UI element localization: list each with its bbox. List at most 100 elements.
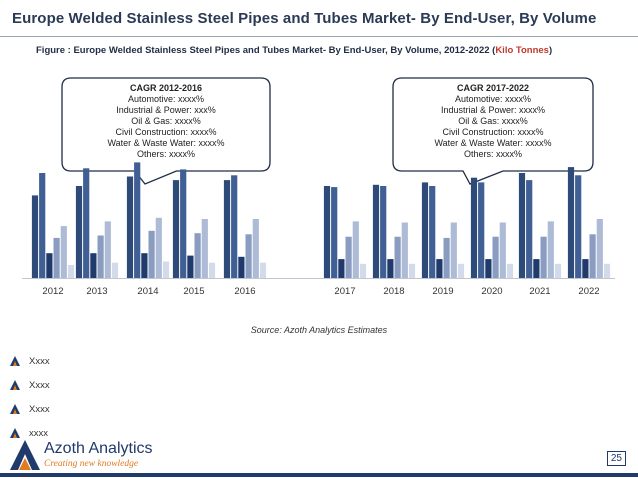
- bar-2022-industrial-power: [575, 175, 582, 278]
- callout-line: Automotive: xxxx%: [454, 94, 532, 104]
- bar-2018-civil-construction: [394, 236, 401, 278]
- page-number: 25: [606, 451, 626, 466]
- bullet-item: xxxx: [10, 421, 50, 445]
- bullet-text: Xxxx: [29, 355, 50, 367]
- title-divider: [0, 36, 638, 37]
- bar-2017-others: [359, 263, 367, 278]
- x-tick-label: 2020: [481, 286, 502, 297]
- bar-2019-oil-gas: [436, 259, 443, 278]
- bar-2022-automotive: [567, 167, 575, 278]
- bar-2014-industrial-power: [134, 162, 141, 278]
- bar-2021-water-waste-water: [547, 221, 554, 278]
- callout-line: Industrial & Power: xxxx%: [440, 105, 546, 115]
- bar-2013-civil-construction: [97, 235, 104, 278]
- bar-2021-civil-construction: [540, 236, 547, 278]
- bullet-list: Xxxx Xxxx Xxxx xxxx: [10, 349, 50, 445]
- bar-2014-water-waste-water: [155, 217, 162, 278]
- bar-2018-automotive: [372, 184, 380, 278]
- bar-2022-others: [603, 263, 611, 278]
- bar-2022-water-waste-water: [596, 219, 603, 278]
- bar-2015-automotive: [172, 180, 180, 278]
- x-tick-label: 2015: [183, 286, 204, 297]
- bullet-text: Xxxx: [29, 403, 50, 415]
- callout-heading: CAGR 2012-2016: [129, 83, 203, 93]
- bar-2012-others: [67, 265, 75, 278]
- callout-box-2017-2022: [392, 77, 594, 185]
- bar-2014-others: [162, 261, 170, 278]
- chart-bars: [31, 162, 611, 278]
- x-tick-label: 2014: [137, 286, 158, 297]
- callout-line: Civil Construction: xxxx%: [442, 127, 544, 137]
- bar-2019-automotive: [421, 182, 429, 278]
- bullet-item: Xxxx: [10, 397, 50, 421]
- bar-2016-automotive: [223, 180, 231, 278]
- callout-line: Water & Waste Water: xxxx%: [434, 138, 552, 148]
- x-tick-label: 2017: [334, 286, 355, 297]
- callout-shapes: [61, 77, 594, 185]
- callout-box-2012-2016: [61, 77, 271, 185]
- x-tick-label: 2022: [578, 286, 599, 297]
- callout-cagr-2012-2016: CAGR 2012-2016 Automotive: xxxx% Industr…: [62, 83, 270, 160]
- callout-line: Others: xxxx%: [463, 149, 522, 159]
- x-tick-labels: 2012 2013 2014 2015 2016 2017 2018 2019 2020 2021…: [42, 286, 599, 297]
- bar-2012-industrial-power: [39, 173, 46, 278]
- figure-caption-text: Figure : Europe Welded Stainless Steel P…: [36, 45, 496, 56]
- figure-unit: Kilo Tonnes: [495, 45, 549, 56]
- bar-2021-automotive: [518, 173, 526, 278]
- figure-caption-close: ): [548, 45, 553, 56]
- callout-line: Automotive: xxxx%: [127, 94, 205, 104]
- bar-2017-industrial-power: [331, 187, 338, 278]
- page-title: Europe Welded Stainless Steel Pipes and …: [12, 10, 597, 27]
- bar-2020-water-waste-water: [499, 222, 506, 278]
- bar-2022-civil-construction: [589, 234, 596, 278]
- bar-2018-water-waste-water: [401, 222, 408, 278]
- bar-2019-civil-construction: [443, 237, 450, 278]
- bar-2018-oil-gas: [387, 259, 394, 278]
- bar-2020-industrial-power: [478, 182, 485, 278]
- bar-2015-oil-gas: [187, 255, 194, 278]
- bar-chart: 2012 2013 2014 2015 2016 2017 2018 2019 2020 2021…: [22, 77, 615, 297]
- bar-2014-civil-construction: [148, 230, 155, 278]
- callout-cagr-2017-2022: CAGR 2017-2022 Automotive: xxxx% Industr…: [393, 83, 593, 160]
- x-tick-label: 2018: [383, 286, 404, 297]
- source-note: Source: Azoth Analytics Estimates: [250, 325, 388, 335]
- bullet-item: Xxxx: [10, 349, 50, 373]
- bar-2019-industrial-power: [429, 186, 436, 278]
- bar-2017-oil-gas: [338, 259, 345, 278]
- callout-line: Civil Construction: xxxx%: [115, 127, 217, 137]
- bar-2018-industrial-power: [380, 186, 387, 278]
- callout-heading: CAGR 2017-2022: [456, 83, 530, 93]
- bar-2016-civil-construction: [245, 234, 252, 278]
- bar-2014-oil-gas: [141, 253, 148, 278]
- bar-2012-water-waste-water: [60, 226, 67, 278]
- triangle-bullet-icon: [10, 404, 20, 414]
- bar-2012-civil-construction: [53, 237, 60, 278]
- x-tick-label: 2016: [234, 286, 255, 297]
- logo-tagline: Creating new knowledge: [44, 459, 139, 469]
- bar-2020-oil-gas: [485, 259, 492, 278]
- bar-2013-automotive: [75, 186, 83, 278]
- x-tick-label: 2013: [86, 286, 107, 297]
- bar-2021-others: [554, 263, 562, 278]
- bar-2016-industrial-power: [231, 175, 238, 278]
- bar-2015-others: [208, 262, 216, 278]
- logo-name: Azoth Analytics: [44, 440, 153, 457]
- bar-2019-others: [457, 263, 465, 278]
- bullet-text: Xxxx: [29, 379, 50, 391]
- bar-2015-industrial-power: [180, 169, 187, 278]
- triangle-bullet-icon: [10, 356, 20, 366]
- bar-2020-others: [506, 263, 514, 278]
- callout-line: Others: xxxx%: [136, 149, 195, 159]
- bar-2015-water-waste-water: [201, 219, 208, 278]
- bar-2014-automotive: [126, 176, 134, 278]
- bar-2013-water-waste-water: [104, 221, 111, 278]
- callout-line: Industrial & Power: xxx%: [116, 105, 216, 115]
- x-tick-label: 2019: [432, 286, 453, 297]
- bar-2015-civil-construction: [194, 233, 201, 278]
- bullet-text: xxxx: [29, 427, 48, 439]
- company-logo: Azoth Analytics Creating new knowledge: [10, 438, 180, 474]
- logo-triangle-icon: [10, 440, 40, 470]
- bar-2019-water-waste-water: [450, 222, 457, 278]
- bar-2022-oil-gas: [582, 259, 589, 278]
- callout-line: Water & Waste Water: xxxx%: [107, 138, 225, 148]
